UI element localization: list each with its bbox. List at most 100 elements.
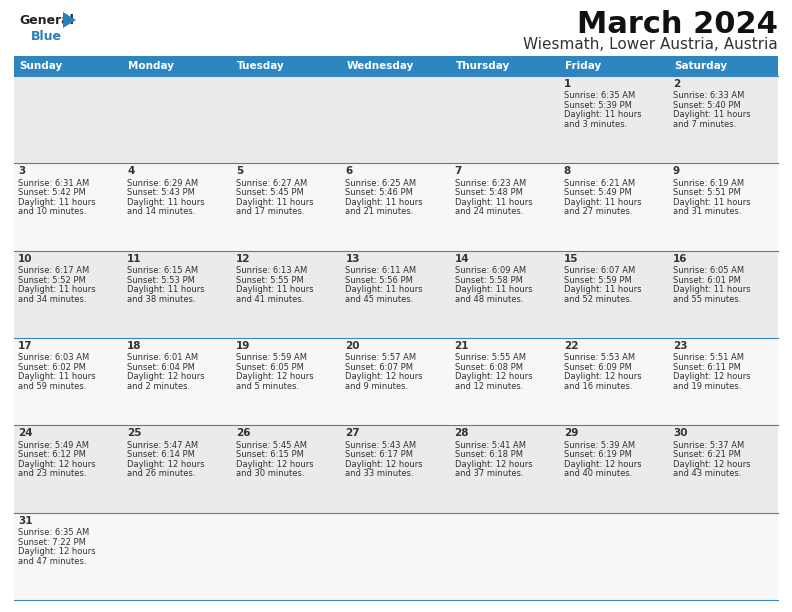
Text: Daylight: 12 hours: Daylight: 12 hours (18, 460, 96, 469)
Text: 22: 22 (564, 341, 578, 351)
Bar (123, 56, 232, 76)
Bar (14, 163, 123, 251)
Text: General: General (19, 13, 74, 26)
Text: Sunset: 5:42 PM: Sunset: 5:42 PM (18, 188, 86, 197)
Text: Daylight: 11 hours: Daylight: 11 hours (455, 285, 532, 294)
Text: 28: 28 (455, 428, 469, 438)
Bar (560, 163, 669, 251)
Bar (14, 76, 123, 163)
Text: Sunrise: 5:41 AM: Sunrise: 5:41 AM (455, 441, 526, 450)
Bar (451, 251, 560, 338)
Text: Sunrise: 6:29 AM: Sunrise: 6:29 AM (128, 179, 198, 188)
Text: Sunset: 5:52 PM: Sunset: 5:52 PM (18, 275, 86, 285)
Text: 31: 31 (18, 516, 32, 526)
Text: 20: 20 (345, 341, 360, 351)
Text: Sunrise: 5:47 AM: Sunrise: 5:47 AM (128, 441, 198, 450)
Text: 10: 10 (18, 253, 32, 264)
Text: Sunset: 5:45 PM: Sunset: 5:45 PM (236, 188, 304, 197)
Bar (232, 338, 341, 425)
Text: 26: 26 (236, 428, 251, 438)
Text: Wiesmath, Lower Austria, Austria: Wiesmath, Lower Austria, Austria (524, 37, 778, 52)
Bar (232, 251, 341, 338)
Text: Sunset: 5:48 PM: Sunset: 5:48 PM (455, 188, 523, 197)
Text: Daylight: 11 hours: Daylight: 11 hours (564, 110, 642, 119)
Text: 6: 6 (345, 166, 352, 176)
Text: Sunrise: 6:17 AM: Sunrise: 6:17 AM (18, 266, 89, 275)
Text: Daylight: 12 hours: Daylight: 12 hours (564, 372, 642, 381)
Text: Sunset: 6:02 PM: Sunset: 6:02 PM (18, 363, 86, 372)
Text: Daylight: 11 hours: Daylight: 11 hours (564, 198, 642, 207)
Text: Daylight: 12 hours: Daylight: 12 hours (128, 460, 205, 469)
Text: Sunrise: 6:03 AM: Sunrise: 6:03 AM (18, 353, 89, 362)
Text: Sunset: 6:09 PM: Sunset: 6:09 PM (564, 363, 631, 372)
Text: and 19 minutes.: and 19 minutes. (673, 382, 741, 391)
Text: 11: 11 (128, 253, 142, 264)
Text: and 33 minutes.: and 33 minutes. (345, 469, 414, 478)
Text: and 21 minutes.: and 21 minutes. (345, 207, 413, 216)
Bar (123, 425, 232, 513)
Text: Wednesday: Wednesday (346, 61, 413, 71)
Text: and 27 minutes.: and 27 minutes. (564, 207, 632, 216)
Text: Sunset: 6:18 PM: Sunset: 6:18 PM (455, 450, 523, 459)
Bar (123, 338, 232, 425)
Text: 15: 15 (564, 253, 578, 264)
Text: 25: 25 (128, 428, 142, 438)
Text: Sunset: 5:39 PM: Sunset: 5:39 PM (564, 101, 631, 110)
Bar (669, 338, 778, 425)
Text: 16: 16 (673, 253, 687, 264)
Text: 14: 14 (455, 253, 469, 264)
Text: Daylight: 11 hours: Daylight: 11 hours (345, 285, 423, 294)
Text: 7: 7 (455, 166, 462, 176)
Bar (14, 338, 123, 425)
Text: Sunset: 6:01 PM: Sunset: 6:01 PM (673, 275, 741, 285)
Text: 1: 1 (564, 79, 571, 89)
Bar (341, 251, 451, 338)
Text: 12: 12 (236, 253, 251, 264)
Text: Sunset: 6:07 PM: Sunset: 6:07 PM (345, 363, 413, 372)
Bar (560, 338, 669, 425)
Text: Sunrise: 5:57 AM: Sunrise: 5:57 AM (345, 353, 417, 362)
Text: Sunset: 6:12 PM: Sunset: 6:12 PM (18, 450, 86, 459)
Text: Daylight: 12 hours: Daylight: 12 hours (564, 460, 642, 469)
Bar (451, 76, 560, 163)
Text: Daylight: 11 hours: Daylight: 11 hours (18, 372, 96, 381)
Text: and 34 minutes.: and 34 minutes. (18, 294, 86, 304)
Bar (341, 338, 451, 425)
Bar (669, 56, 778, 76)
Bar (14, 56, 123, 76)
Bar (451, 56, 560, 76)
Text: Sunset: 6:19 PM: Sunset: 6:19 PM (564, 450, 631, 459)
Text: Sunset: 6:08 PM: Sunset: 6:08 PM (455, 363, 523, 372)
Text: and 7 minutes.: and 7 minutes. (673, 120, 736, 129)
Text: 4: 4 (128, 166, 135, 176)
Text: and 2 minutes.: and 2 minutes. (128, 382, 190, 391)
Bar (560, 513, 669, 600)
Text: Sunrise: 6:01 AM: Sunrise: 6:01 AM (128, 353, 198, 362)
Text: Daylight: 12 hours: Daylight: 12 hours (236, 372, 314, 381)
Text: Daylight: 12 hours: Daylight: 12 hours (18, 547, 96, 556)
Text: 9: 9 (673, 166, 680, 176)
Text: and 3 minutes.: and 3 minutes. (564, 120, 627, 129)
Text: Sunset: 5:40 PM: Sunset: 5:40 PM (673, 101, 741, 110)
Text: Daylight: 12 hours: Daylight: 12 hours (236, 460, 314, 469)
Text: Sunset: 6:04 PM: Sunset: 6:04 PM (128, 363, 195, 372)
Bar (232, 513, 341, 600)
Bar (451, 338, 560, 425)
Text: and 14 minutes.: and 14 minutes. (128, 207, 196, 216)
Text: Sunset: 6:11 PM: Sunset: 6:11 PM (673, 363, 741, 372)
Text: Sunrise: 6:35 AM: Sunrise: 6:35 AM (18, 528, 89, 537)
Bar (451, 513, 560, 600)
Bar (341, 76, 451, 163)
Text: 8: 8 (564, 166, 571, 176)
Bar (232, 56, 341, 76)
Bar (451, 425, 560, 513)
Text: 27: 27 (345, 428, 360, 438)
Text: and 52 minutes.: and 52 minutes. (564, 294, 632, 304)
Text: and 24 minutes.: and 24 minutes. (455, 207, 523, 216)
Bar (451, 163, 560, 251)
Text: Sunset: 5:56 PM: Sunset: 5:56 PM (345, 275, 413, 285)
Text: Sunrise: 5:37 AM: Sunrise: 5:37 AM (673, 441, 744, 450)
Text: Daylight: 11 hours: Daylight: 11 hours (18, 198, 96, 207)
Bar (341, 56, 451, 76)
Bar (123, 163, 232, 251)
